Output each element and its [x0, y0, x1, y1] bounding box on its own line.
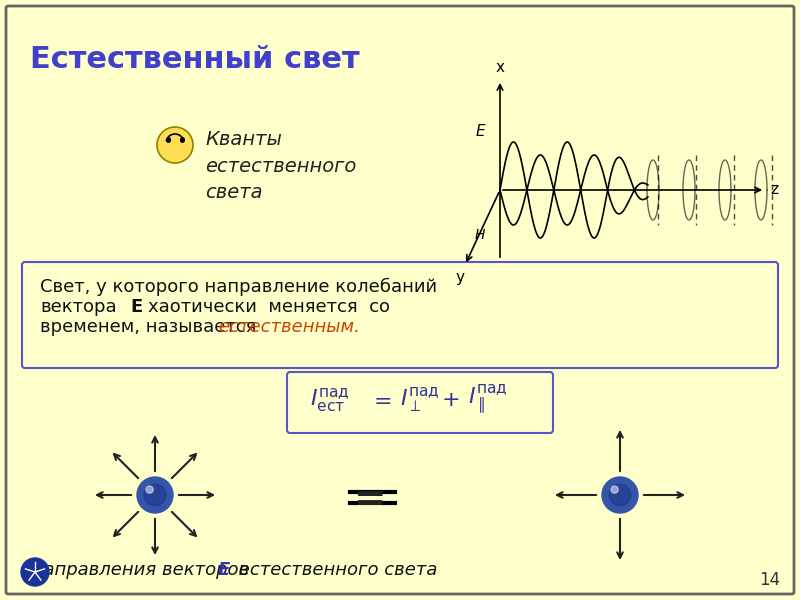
Circle shape — [602, 477, 638, 513]
Text: вектора: вектора — [40, 298, 117, 316]
Text: $I_{\parallel}^{\mathrm{пад}}$: $I_{\parallel}^{\mathrm{пад}}$ — [468, 383, 508, 417]
Text: хаотически  меняется  со: хаотически меняется со — [148, 298, 390, 316]
FancyBboxPatch shape — [22, 262, 778, 368]
FancyBboxPatch shape — [6, 6, 794, 594]
Text: Кванты
естественного
света: Кванты естественного света — [205, 130, 356, 202]
Text: y: y — [455, 270, 465, 285]
Text: естественного света: естественного света — [233, 561, 438, 579]
Text: естественным.: естественным. — [218, 318, 360, 336]
Text: Естественный свет: Естественный свет — [30, 45, 360, 74]
Text: $=$: $=$ — [369, 390, 391, 410]
Text: Свет, у которого направление колебаний: Свет, у которого направление колебаний — [40, 278, 437, 296]
Text: $I_{\mathrm{ест}}^{\mathrm{пад}}$: $I_{\mathrm{ест}}^{\mathrm{пад}}$ — [310, 386, 350, 414]
Text: x: x — [495, 60, 505, 75]
Text: 14: 14 — [759, 571, 781, 589]
Text: временем, называется: временем, называется — [40, 318, 262, 336]
Text: E: E — [475, 124, 485, 139]
Text: Направления векторов: Направления векторов — [30, 561, 255, 579]
Circle shape — [21, 558, 49, 586]
Text: $+$: $+$ — [441, 390, 459, 410]
Text: H: H — [474, 228, 485, 242]
Circle shape — [157, 127, 193, 163]
Text: =: = — [354, 481, 386, 519]
Circle shape — [611, 486, 618, 493]
Text: $I_{\perp}^{\mathrm{пад}}$: $I_{\perp}^{\mathrm{пад}}$ — [400, 386, 440, 415]
Text: z: z — [770, 182, 778, 197]
Text: E: E — [218, 561, 230, 579]
Circle shape — [137, 477, 173, 513]
Circle shape — [610, 484, 630, 506]
Text: E: E — [130, 298, 142, 316]
FancyBboxPatch shape — [287, 372, 553, 433]
Circle shape — [146, 486, 154, 493]
Circle shape — [144, 484, 166, 506]
